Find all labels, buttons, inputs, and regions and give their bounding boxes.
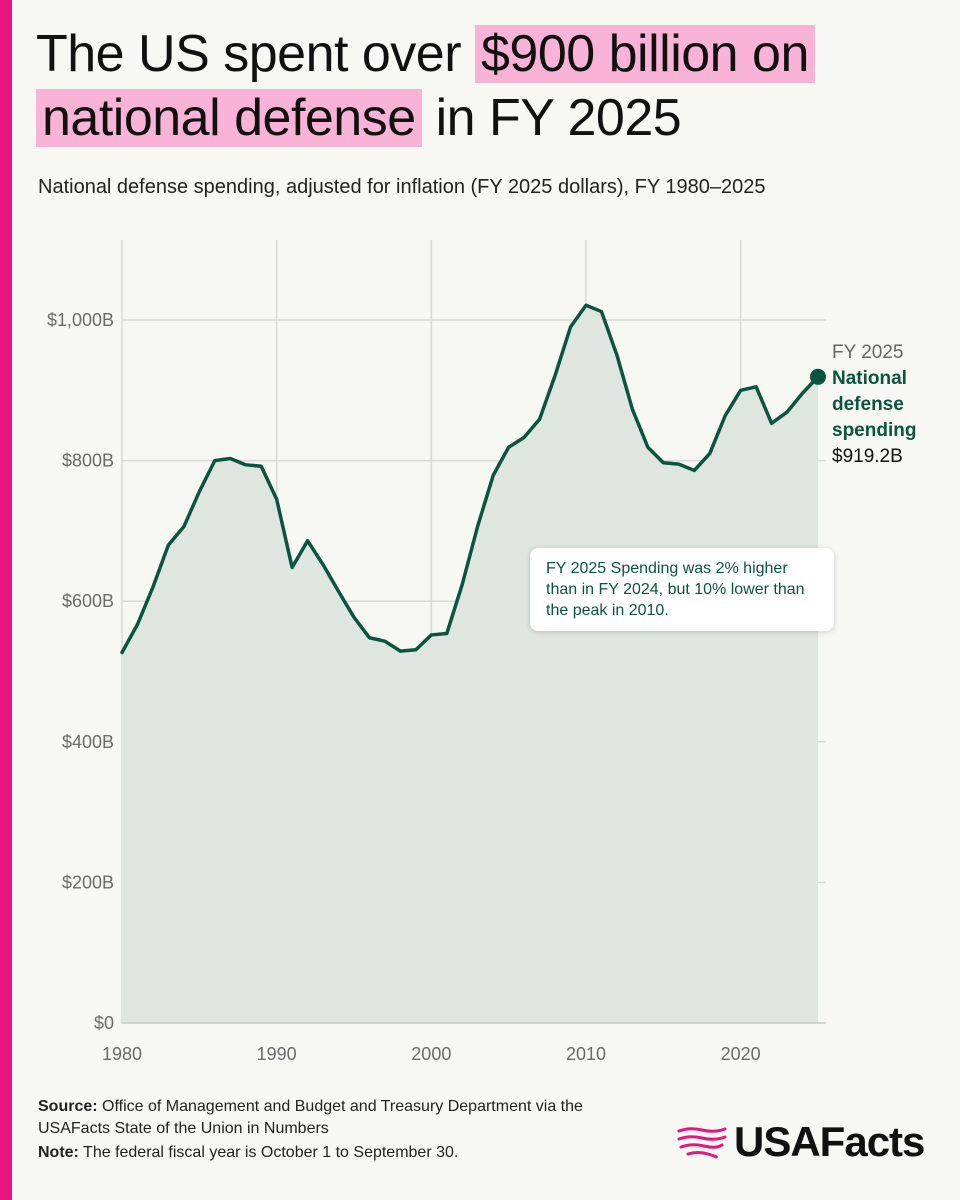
title-text-pre: The US spent over	[36, 25, 475, 83]
end-label-series-line-3: spending	[832, 420, 917, 441]
end-label-value: $919.2B	[832, 446, 903, 467]
page-title: The US spent over $900 billion on nation…	[36, 22, 936, 150]
source-text: Office of Management and Budget and Trea…	[38, 1098, 583, 1137]
title-highlight-1: $900 billion on	[475, 25, 815, 83]
logo-text: USAFacts	[734, 1118, 925, 1165]
footer-note: Note: The federal fiscal year is October…	[38, 1142, 598, 1164]
y-tick-label: $1,000B	[47, 310, 114, 330]
y-tick-label: $800B	[62, 451, 114, 471]
us-map-icon	[677, 1127, 727, 1159]
note-label: Note:	[38, 1144, 79, 1161]
accent-bar	[0, 0, 12, 1200]
title-text-post: in FY 2025	[421, 89, 682, 147]
title-highlight-2: national defense	[36, 89, 422, 147]
x-tick-label: 1980	[102, 1044, 142, 1060]
y-tick-label: $600B	[62, 591, 114, 611]
y-tick-label: $200B	[62, 872, 114, 892]
annotation-callout: FY 2025 Spending was 2% higher than in F…	[530, 548, 834, 631]
x-tick-label: 2010	[566, 1044, 606, 1060]
end-label-series-line-2: defense	[832, 394, 904, 415]
end-label: FY 2025 National defense spending $919.2…	[832, 340, 916, 470]
footer: Source: Office of Management and Budget …	[38, 1096, 598, 1166]
series-line	[120, 303, 820, 655]
chart-subtitle: National defense spending, adjusted for …	[38, 176, 766, 198]
x-tick-label: 1990	[257, 1044, 297, 1060]
note-text: The federal fiscal year is October 1 to …	[83, 1144, 459, 1161]
x-tick-label: 2000	[411, 1044, 451, 1060]
usafacts-logo[interactable]: USAFacts	[676, 1118, 925, 1166]
x-tick-label: 2020	[721, 1044, 761, 1060]
y-tick-label: $0	[94, 1013, 114, 1033]
end-point-marker	[810, 368, 826, 385]
end-label-year: FY 2025	[832, 342, 904, 363]
end-label-series-line-1: National	[832, 368, 907, 389]
series-area	[122, 305, 818, 1023]
footer-source: Source: Office of Management and Budget …	[38, 1096, 598, 1140]
source-label: Source:	[38, 1098, 98, 1115]
defense-spending-chart: $0 $200B $400B $600B $800B $1,000B 1980 1990 200…	[47, 240, 826, 1060]
y-tick-label: $400B	[62, 732, 114, 752]
